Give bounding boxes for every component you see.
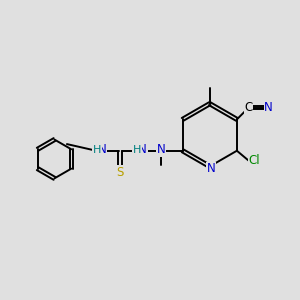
Text: N: N [138, 143, 147, 156]
Text: H: H [133, 145, 141, 155]
Text: N: N [264, 101, 273, 114]
Text: N: N [98, 143, 106, 156]
Text: N: N [207, 162, 216, 175]
Text: Cl: Cl [248, 154, 260, 167]
Text: S: S [116, 166, 124, 179]
Text: N: N [157, 143, 165, 156]
Text: H: H [93, 145, 101, 155]
Text: C: C [244, 101, 253, 114]
